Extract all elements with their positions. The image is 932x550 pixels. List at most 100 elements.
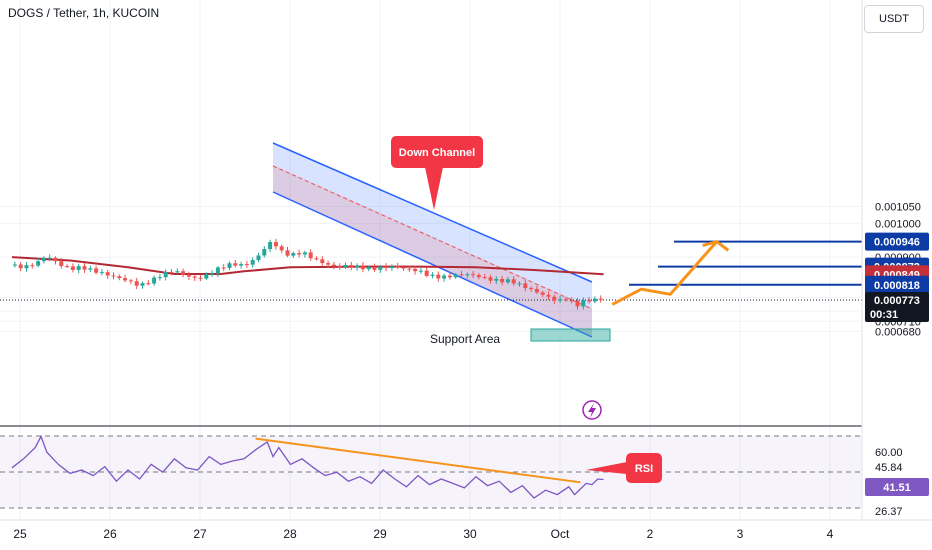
ma-line (11, 256, 604, 276)
candle-body (465, 274, 470, 276)
candle-body (389, 266, 394, 268)
rsi-band (0, 436, 862, 508)
candle-body (204, 274, 209, 279)
candle-body (169, 271, 174, 273)
candle-body (47, 257, 52, 259)
candle-body (355, 265, 360, 268)
candle-body (134, 281, 139, 286)
rsi-value-label: 41.51 (883, 482, 911, 494)
candle-body (186, 274, 191, 277)
candle-body (413, 268, 418, 272)
candle-body (442, 275, 447, 279)
candle-body (94, 268, 99, 273)
candle-body (447, 275, 452, 278)
candle-body (459, 274, 464, 276)
date-tick-label: 27 (193, 527, 207, 541)
candle-body (314, 258, 319, 260)
current-price-tag (865, 292, 929, 322)
lightning-icon-bolt (588, 403, 596, 418)
candle-body (128, 280, 133, 282)
candle-body (401, 267, 406, 269)
date-tick-label: 26 (103, 527, 117, 541)
candle-body (360, 265, 365, 270)
moving-average (11, 256, 604, 276)
annotations: Down Channel Support Area (391, 136, 602, 420)
rsi-tick-label: 45.84 (875, 462, 903, 474)
candle-body (256, 255, 261, 261)
candle-body (36, 261, 41, 266)
candle-body (488, 277, 493, 281)
candle-body (331, 264, 336, 267)
candle-body (163, 271, 168, 278)
candle-body (24, 265, 29, 269)
candle-body (482, 277, 487, 279)
candle-body (53, 257, 58, 262)
candle-body (221, 267, 226, 269)
date-axis-bg (0, 520, 932, 550)
candle-body (563, 299, 568, 301)
channel-upper-rail (272, 142, 593, 283)
candle-body (418, 270, 423, 272)
candle-body (65, 266, 70, 268)
support-area-box (530, 328, 611, 342)
candle-body (529, 288, 534, 290)
target-levels (0, 240, 862, 301)
candle-body (262, 249, 267, 256)
candle-body (70, 266, 75, 270)
candle-body (117, 276, 122, 279)
candle-body (372, 267, 377, 270)
candle-body (326, 263, 331, 265)
rsi-callout (626, 453, 662, 483)
projection-line (611, 240, 718, 306)
projection-arrowhead (702, 239, 730, 252)
candle-body (239, 264, 244, 266)
candle-body (476, 275, 481, 278)
date-tick-label: Oct (551, 527, 570, 541)
channel-lower-fill (273, 165, 592, 337)
price-tag-label: 0.000818 (874, 280, 920, 292)
support-area-label: Support Area (430, 332, 500, 346)
candle-body (82, 266, 87, 270)
candle-body (587, 300, 592, 302)
candle-body (192, 276, 197, 278)
down-channel-label: Down Channel (399, 147, 475, 159)
candle-body (76, 266, 81, 270)
candle-body (511, 279, 516, 284)
rsi-value-tag (865, 478, 929, 496)
down-channel-callout (391, 136, 483, 168)
candle-body (558, 299, 563, 301)
current-price-label: 0.000773 (874, 295, 920, 307)
rsi-callout-label: RSI (635, 463, 653, 475)
price-tick-label: 0.001050 (875, 201, 921, 213)
candle-body (175, 271, 180, 273)
price-tag (865, 232, 929, 251)
candle-body (279, 246, 284, 251)
candle-body (523, 283, 528, 289)
lightning-icon[interactable] (582, 400, 602, 420)
candle-body (407, 268, 412, 270)
candle-body (494, 278, 499, 281)
currency-button[interactable]: USDT (864, 5, 924, 33)
candle-body (12, 264, 17, 266)
candle-body (88, 268, 93, 270)
candle-body (291, 253, 296, 256)
candle-body (99, 272, 104, 274)
rsi-pane: RSI (0, 425, 932, 509)
candle-body (59, 261, 64, 267)
candle-body (233, 263, 238, 266)
price-tag (865, 275, 929, 294)
candle-body (581, 300, 586, 307)
price-tick-label: 0.001000 (875, 218, 921, 230)
candle-body (575, 300, 580, 307)
candle-body (18, 264, 23, 269)
candle-body (244, 264, 249, 266)
date-tick-label: 3 (737, 527, 744, 541)
candle-body (227, 263, 232, 268)
candle-body (111, 275, 116, 277)
candle-body (598, 298, 603, 300)
date-tick-label: 2 (647, 527, 654, 541)
down-channel (272, 142, 593, 338)
candle-body (215, 267, 220, 274)
candles (12, 238, 603, 310)
